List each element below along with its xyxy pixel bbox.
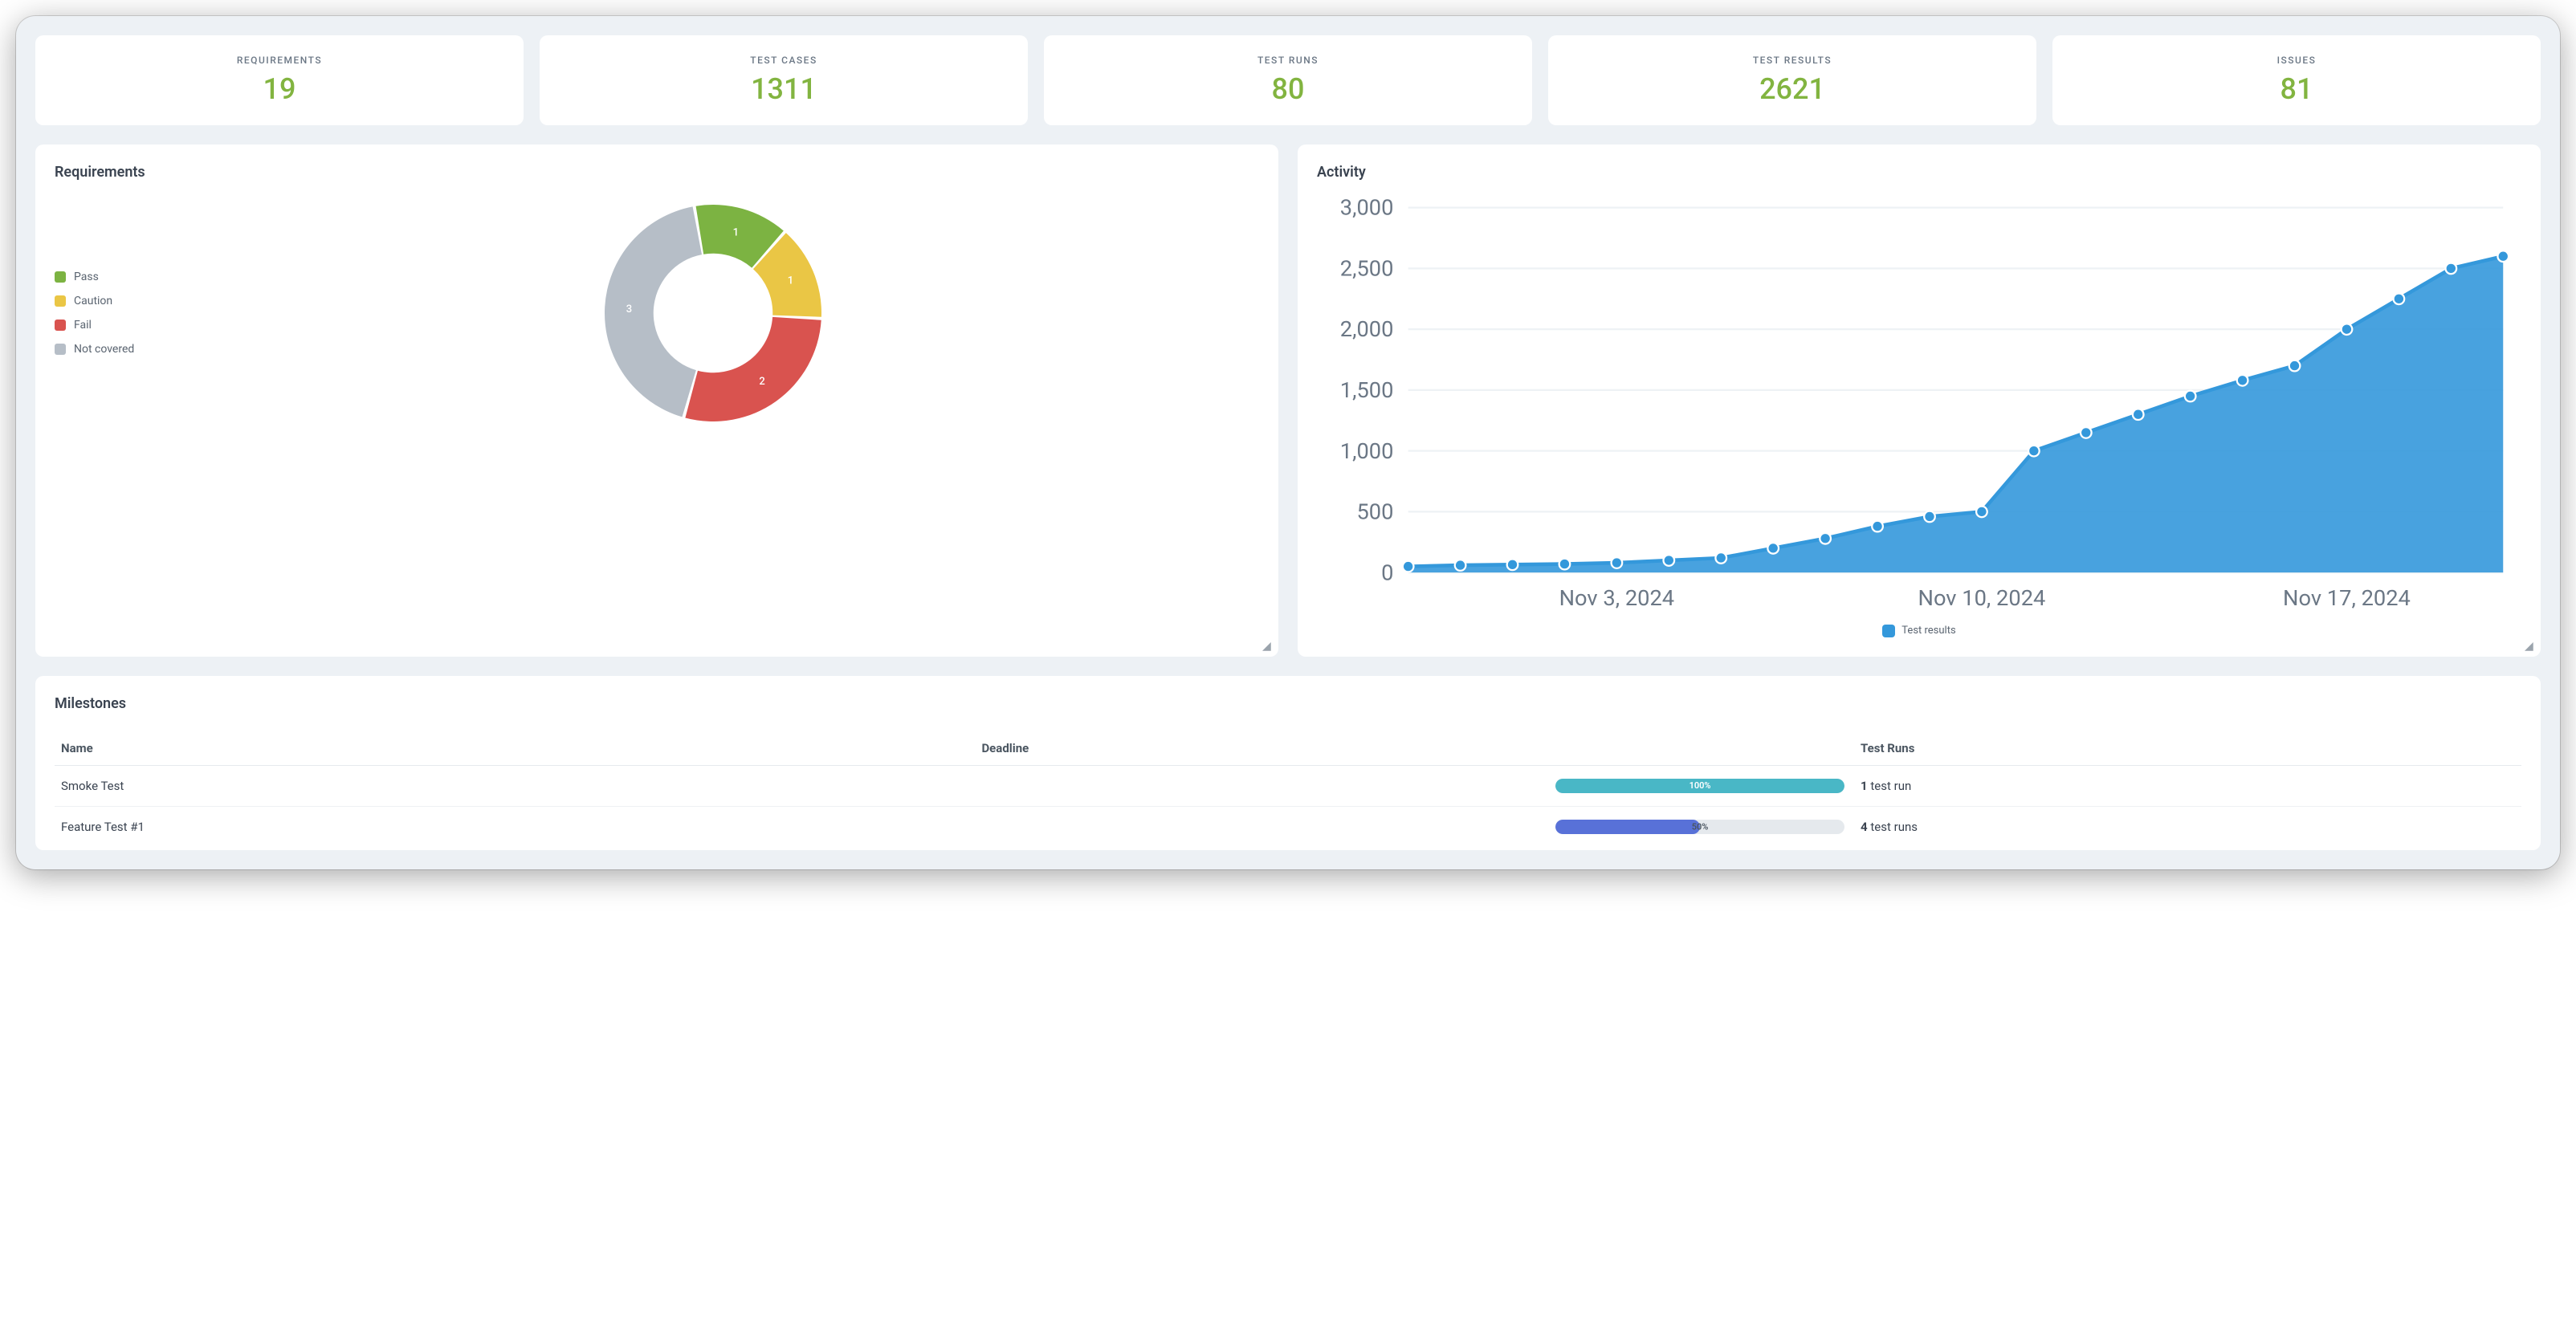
milestone-row[interactable]: Smoke Test 100%1 test run [55,765,2521,806]
svg-text:0: 0 [1381,560,1393,585]
activity-chart: 0 500 1,000 1,500 2,000 2,500 3,000 Nov 3, 2024… [1317,197,2521,617]
stat-label: TEST CASES [552,55,1015,66]
svg-text:1: 1 [732,226,738,238]
legend-label: Not covered [74,343,134,356]
stat-value: 81 [2065,72,2528,106]
stat-label: TEST RESULTS [1561,55,2024,66]
svg-text:Nov 10, 2024: Nov 10, 2024 [1918,585,2045,611]
svg-text:2,000: 2,000 [1340,316,1394,342]
milestone-testruns: 1 test run [1854,765,2521,806]
stat-value: 80 [1057,72,1519,106]
legend-swatch [55,295,66,307]
svg-text:Nov 3, 2024: Nov 3, 2024 [1559,585,1675,611]
stat-card-test-results[interactable]: TEST RESULTS 2621 [1548,35,2036,125]
milestone-name: Smoke Test [55,765,975,806]
milestone-progress: 50% [1549,806,1854,847]
milestone-progress: 100% [1549,765,1854,806]
svg-text:1,000: 1,000 [1340,438,1394,464]
legend-label: Caution [74,295,112,307]
col-testruns[interactable]: Test Runs [1854,731,2521,766]
legend-item-not-covered[interactable]: Not covered [55,343,134,356]
stat-label: ISSUES [2065,55,2528,66]
svg-text:2,500: 2,500 [1340,255,1394,281]
milestones-card: Milestones Name Deadline Test Runs Smoke… [35,676,2541,850]
activity-legend-swatch [1882,625,1895,637]
legend-item-pass[interactable]: Pass [55,271,134,283]
col-name[interactable]: Name [55,731,975,766]
activity-legend-label: Test results [1901,625,1955,637]
stat-card-requirements[interactable]: REQUIREMENTS 19 [35,35,524,125]
stat-value: 2621 [1561,72,2024,106]
stats-row: REQUIREMENTS 19 TEST CASES 1311 TEST RUN… [35,35,2541,125]
svg-text:1,500: 1,500 [1340,377,1394,403]
legend-swatch [55,320,66,331]
milestone-testruns: 4 test runs [1854,806,2521,847]
stat-card-issues[interactable]: ISSUES 81 [2052,35,2541,125]
stat-card-test-runs[interactable]: TEST RUNS 80 [1044,35,1532,125]
legend-swatch [55,271,66,283]
activity-title: Activity [1317,164,2521,181]
donut-chart: 1 1 2 3 [166,197,1259,429]
activity-legend: Test results [1317,625,2521,637]
svg-text:500: 500 [1356,499,1393,525]
svg-text:3,000: 3,000 [1340,197,1394,221]
legend-swatch [55,344,66,355]
stat-label: TEST RUNS [1057,55,1519,66]
requirements-title: Requirements [55,164,1259,181]
resize-handle-icon[interactable]: ◢ [1262,641,1272,650]
legend-item-caution[interactable]: Caution [55,295,134,307]
dashboard-frame: REQUIREMENTS 19 TEST CASES 1311 TEST RUN… [16,16,2560,869]
stat-label: REQUIREMENTS [48,55,511,66]
activity-card: Activity 0 500 1,000 1,500 2,000 2,500 3,000 No… [1298,145,2541,657]
milestone-name: Feature Test #1 [55,806,975,847]
resize-handle-icon[interactable]: ◢ [2525,641,2534,650]
legend-label: Fail [74,319,92,332]
requirements-card: Requirements Pass Caution Fail [35,145,1278,657]
requirements-legend: Pass Caution Fail Not covered [55,271,134,356]
stat-value: 19 [48,72,511,106]
milestones-table: Name Deadline Test Runs Smoke Test 100%1 … [55,731,2521,847]
svg-text:Nov 17, 2024: Nov 17, 2024 [2283,585,2411,611]
svg-text:1: 1 [787,275,793,287]
milestones-title: Milestones [55,695,2521,712]
legend-item-fail[interactable]: Fail [55,319,134,332]
milestone-row[interactable]: Feature Test #1 50%4 test runs [55,806,2521,847]
milestone-deadline [975,806,1549,847]
milestone-deadline [975,765,1549,806]
svg-text:3: 3 [626,303,631,315]
stat-value: 1311 [552,72,1015,106]
legend-label: Pass [74,271,99,283]
col-deadline[interactable]: Deadline [975,731,1549,766]
svg-text:2: 2 [759,376,764,388]
stat-card-test-cases[interactable]: TEST CASES 1311 [540,35,1028,125]
charts-row: Requirements Pass Caution Fail [35,145,2541,657]
